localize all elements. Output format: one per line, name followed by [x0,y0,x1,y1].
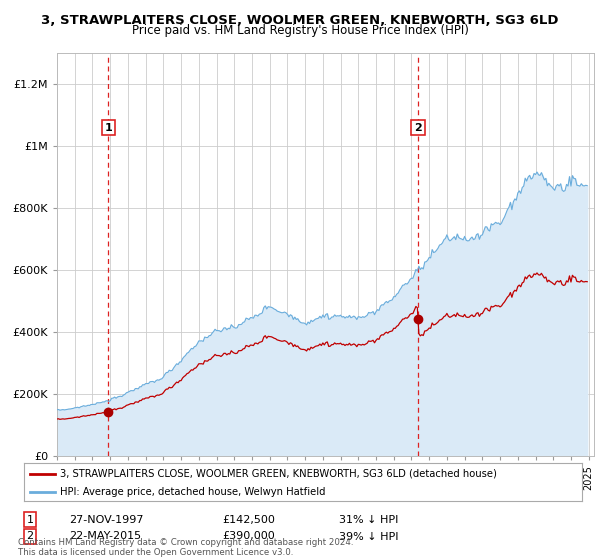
Text: £142,500: £142,500 [222,515,275,525]
Text: 2: 2 [26,531,34,542]
Text: 1: 1 [26,515,34,525]
Text: Price paid vs. HM Land Registry's House Price Index (HPI): Price paid vs. HM Land Registry's House … [131,24,469,37]
Text: £390,000: £390,000 [222,531,275,542]
Text: 3, STRAWPLAITERS CLOSE, WOOLMER GREEN, KNEBWORTH, SG3 6LD (detached house): 3, STRAWPLAITERS CLOSE, WOOLMER GREEN, K… [60,469,497,479]
Text: 3, STRAWPLAITERS CLOSE, WOOLMER GREEN, KNEBWORTH, SG3 6LD: 3, STRAWPLAITERS CLOSE, WOOLMER GREEN, K… [41,14,559,27]
Text: 39% ↓ HPI: 39% ↓ HPI [339,531,398,542]
Text: 22-MAY-2015: 22-MAY-2015 [69,531,141,542]
Text: 1: 1 [104,123,112,133]
Text: 31% ↓ HPI: 31% ↓ HPI [339,515,398,525]
Text: 27-NOV-1997: 27-NOV-1997 [69,515,143,525]
Text: HPI: Average price, detached house, Welwyn Hatfield: HPI: Average price, detached house, Welw… [60,487,326,497]
Text: 2: 2 [414,123,422,133]
Text: Contains HM Land Registry data © Crown copyright and database right 2024.
This d: Contains HM Land Registry data © Crown c… [18,538,353,557]
